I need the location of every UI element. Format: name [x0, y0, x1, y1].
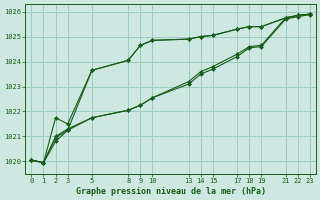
X-axis label: Graphe pression niveau de la mer (hPa): Graphe pression niveau de la mer (hPa)	[76, 187, 266, 196]
